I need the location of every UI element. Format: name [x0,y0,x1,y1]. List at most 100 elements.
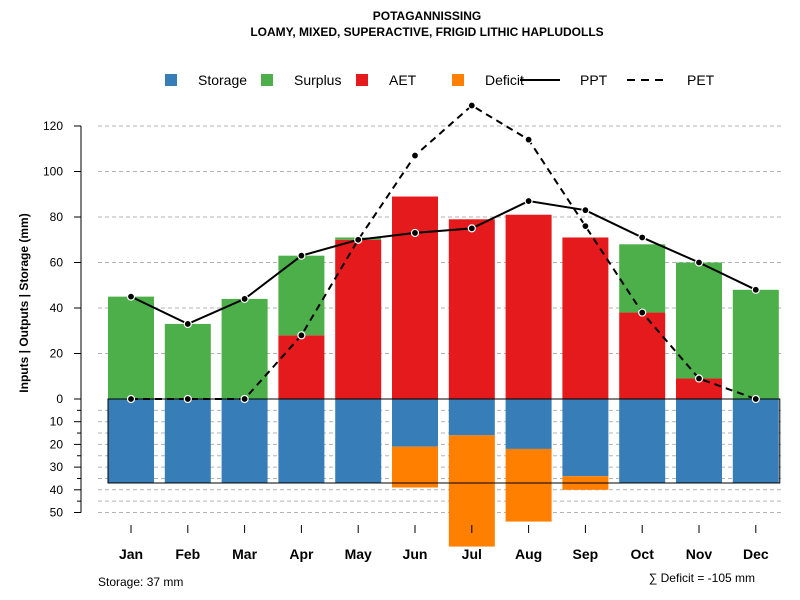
y-axis-label: Inputs | Outputs | Storage (mm) [17,213,31,392]
ppt-line [130,200,757,326]
bar-storage-nov [676,399,722,483]
pet-point-oct [638,308,647,317]
pet-point-jun [410,151,420,160]
bar-storage-jan [108,399,154,483]
legend-label-deficit: Deficit [485,72,524,88]
y-tick-label-80: 80 [50,210,64,224]
legend-swatch-surplus [261,74,273,86]
y-tick-label-120: 120 [43,119,63,133]
x-tick-label-apr: Apr [289,546,314,562]
pet-point-jul [467,101,476,110]
y-tick-label-100: 100 [43,165,63,179]
y-tick-label-neg-40: 40 [50,483,64,497]
x-tick-label-aug: Aug [515,546,542,562]
ppt-point-oct [638,233,647,242]
deficit-footer: ∑ Deficit = -105 mm [649,571,755,585]
bar-storage-jun [392,399,438,447]
x-tick-label-nov: Nov [686,546,713,562]
y-tick-label-neg-50: 50 [50,506,64,520]
pet-point-aug [524,135,533,144]
bar-aet-oct [619,312,666,399]
bar-deficit-aug [505,448,552,522]
bar-deficit-jun [392,446,438,488]
bar-surplus-jan [108,296,154,399]
pet-point-mar [240,394,249,404]
legend-label-ppt: PPT [580,72,608,88]
y-tick-label-neg-20: 20 [50,437,64,451]
ppt-point-nov [694,258,704,267]
storage-footer: Storage: 37 mm [98,575,183,589]
bar-aet-aug [505,214,552,399]
bar-surplus-mar [221,298,268,399]
bar-surplus-feb [164,323,211,399]
y-tick-label-20: 20 [50,347,64,361]
pet-point-sep [581,222,590,231]
bar-storage-jul [448,399,495,436]
bar-storage-oct [619,399,666,483]
ppt-point-sep [581,206,590,215]
pet-line [131,104,757,400]
bar-storage-sep [562,399,609,477]
bar-surplus-apr [278,255,325,336]
bar-aet-jun [392,196,438,399]
bar-storage-apr [278,399,325,483]
y-tick-label-neg-30: 30 [50,460,64,474]
pet-point-jan [126,394,136,404]
bar-storage-may [335,399,382,483]
pet-point-dec [751,394,760,404]
legend-label-pet: PET [687,72,715,88]
x-tick-label-dec: Dec [743,546,769,562]
bars [108,196,779,547]
legend-label-storage: Storage [198,72,247,88]
legend-swatch-aet [356,74,368,86]
bar-aet-apr [278,335,325,399]
bar-aet-nov [676,378,722,399]
storage-capacity-box [107,398,781,484]
bar-surplus-dec [732,289,779,399]
bar-aet-sep [562,237,609,399]
y-tick-label-neg-10: 10 [50,415,64,429]
pet-point-nov [694,374,704,383]
bar-surplus-oct [619,244,666,313]
legend-swatch-storage [165,74,177,86]
ppt-point-feb [183,319,192,329]
ppt-point-jun [410,228,420,238]
ppt-point-dec [751,285,760,294]
y-tick-label-0: 0 [56,392,63,406]
bar-storage-feb [164,399,211,483]
bar-storage-mar [221,399,268,483]
pet-point-apr [297,331,306,340]
x-tick-label-feb: Feb [175,546,200,562]
capacity-overlay [107,398,781,484]
x-tick-label-jul: Jul [462,546,482,562]
legend-label-aet: AET [389,72,417,88]
axes: 0 20 40 60 80 100 120 10 20 30 40 50 Jan Feb Mar Apr May… [43,119,769,562]
chart-title: POTAGANNISSING [373,9,481,23]
bar-aet-may [335,239,382,399]
lines [126,101,760,404]
chart-subtitle: LOAMY, MIXED, SUPERACTIVE, FRIGID LITHIC… [250,25,603,39]
ppt-point-apr [297,251,306,260]
legend-label-surplus: Surplus [294,72,341,88]
x-tick-label-mar: Mar [232,546,257,562]
bar-aet-jul [448,219,495,399]
legend-swatch-deficit [452,74,464,86]
pet-point-feb [183,394,192,404]
legend: Storage Surplus AET Deficit PPT PET [165,72,715,88]
gridlines [98,125,782,513]
ppt-point-aug [524,196,533,206]
ppt-point-mar [240,294,249,303]
x-tick-label-oct: Oct [631,546,655,562]
y-tick-label-60: 60 [50,256,64,270]
x-tick-label-jan: Jan [119,546,143,562]
ppt-point-jul [467,224,476,233]
ppt-point-may [354,235,363,244]
ppt-point-jan [126,292,136,301]
bar-storage-dec [732,399,779,483]
x-tick-label-may: May [345,546,372,562]
x-tick-label-sep: Sep [573,546,599,562]
bar-surplus-nov [676,262,722,379]
y-tick-label-40: 40 [50,301,64,315]
x-tick-label-jun: Jun [403,546,428,562]
